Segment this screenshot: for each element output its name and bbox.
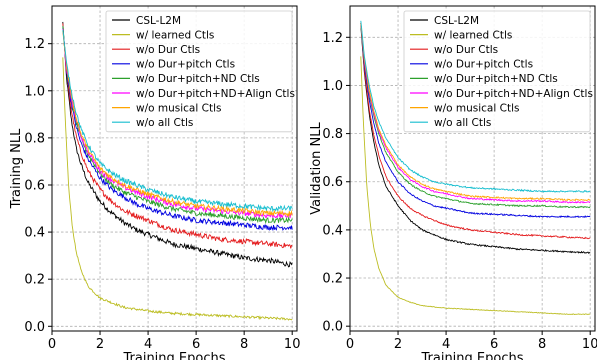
x-tick-label: 0 [48,337,56,352]
legend-label: w/o Dur+pitch Ctls [434,59,533,71]
y-tick-label: 0.6 [322,175,343,190]
series-line-2 [360,23,591,240]
y-tick-label: 0.8 [322,127,343,142]
series-line-0 [62,21,293,268]
series-line-2 [62,23,293,249]
x-tick-label: 8 [538,337,546,352]
series-line-0 [360,25,591,254]
y-tick-label: 0.0 [24,320,45,335]
series-group [62,21,293,321]
y-tick-label: 1.2 [24,37,45,52]
series-line-7 [62,29,293,213]
x-tick-label: 6 [490,337,498,352]
legend-label: w/ learned Ctls [434,29,512,41]
y-tick-label: 1.0 [322,79,343,94]
y-tick-label: 0.4 [24,226,45,241]
y-tick-label: 0.2 [24,273,45,288]
training-nll-chart: 0 2 4 6 8 10 0.0 0.2 0.4 0.6 0.8 1.0 1.2 Training Epo… [9,5,301,360]
x-tick-label: 8 [240,337,248,352]
legend: CSL-L2M w/ learned Ctls w/o Dur Ctls w/o Du… [105,10,295,133]
y-tick-label: 1.2 [322,31,343,46]
series-line-3 [62,27,293,232]
y-tick-label: 0.0 [322,320,343,335]
series-line-6 [62,31,293,218]
legend-box [105,10,293,133]
legend-label: w/o all Ctls [434,117,491,129]
plot-frame [51,5,298,332]
legend-label: CSL-L2M [136,15,181,27]
legend: CSL-L2M w/ learned Ctls w/o Dur Ctls w/o Du… [403,10,593,133]
x-tick-label: 0 [346,337,354,352]
series-line-4 [360,23,591,209]
legend-label: w/o Dur Ctls [434,44,498,56]
x-axis-label: Training Epochs [122,351,225,360]
y-tick-label: 0.6 [24,178,45,193]
y-tick-label: 0.2 [322,272,343,287]
x-tick-label: 2 [394,337,402,352]
y-axis-label: Validation NLL [309,121,324,214]
x-tick-label: 4 [144,337,152,352]
plot-frame [349,5,596,332]
series-line-7 [360,20,591,193]
series-line-6 [360,22,591,202]
validation-nll-chart: 0 2 4 6 8 10 0.0 0.2 0.4 0.6 0.8 1.0 1.2 Training Epo… [309,5,597,360]
legend-label: w/o Dur+pitch+ND+Align Ctls [434,88,593,100]
x-tick-label: 2 [96,337,104,352]
legend-label: CSL-L2M [434,15,479,27]
series-line-3 [360,23,591,219]
series-line-5 [360,22,591,204]
y-axis-label: Training NLL [9,128,24,209]
x-tick-label: 4 [442,337,450,352]
legend-label: w/o Dur+pitch+ND Ctls [434,73,558,85]
x-tick-label: 6 [192,337,200,352]
x-tick-label: 10 [582,337,597,352]
legend-box [403,10,591,133]
x-tick-label: 10 [284,337,301,352]
legend-label: w/o Dur+pitch+ND Ctls [136,73,260,85]
series-line-1 [360,56,591,315]
legend-label: w/o Dur Ctls [136,44,200,56]
legend-label: w/o all Ctls [136,117,193,129]
x-axis-label: Training Epochs [420,351,523,360]
series-group [360,20,591,315]
y-tick-label: 0.8 [24,131,45,146]
legend-label: w/ learned Ctls [136,29,214,41]
legend-label: w/o musical Ctls [434,102,519,114]
legend-label: w/o musical Ctls [136,102,221,114]
legend-label: w/o Dur+pitch+ND+Align Ctls [136,88,295,100]
y-tick-label: 0.4 [322,223,343,238]
y-tick-label: 1.0 [24,84,45,99]
series-line-1 [62,57,293,321]
legend-label: w/o Dur+pitch Ctls [136,59,235,71]
